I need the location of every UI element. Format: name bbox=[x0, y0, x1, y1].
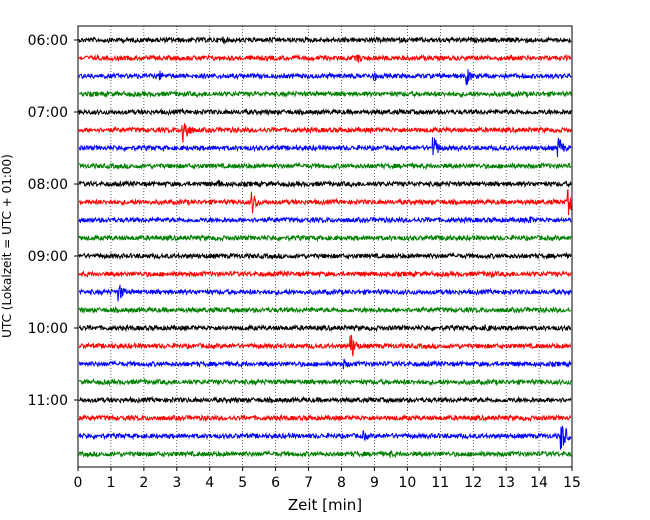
x-tick-label: 5 bbox=[238, 475, 247, 491]
x-axis-label: Zeit [min] bbox=[288, 496, 362, 514]
x-tick-label: 2 bbox=[139, 475, 148, 491]
seismic-trace bbox=[78, 69, 572, 86]
y-tick-label: 08:00 bbox=[28, 177, 68, 193]
seismic-trace bbox=[78, 425, 572, 450]
x-tick-label: 11 bbox=[431, 475, 449, 491]
x-tick-label: 14 bbox=[530, 475, 548, 491]
seismic-trace bbox=[78, 358, 572, 370]
y-tick-label: 11:00 bbox=[28, 393, 68, 409]
seismic-trace bbox=[79, 89, 572, 99]
x-tick-label: 15 bbox=[563, 475, 581, 491]
plot-frame bbox=[77, 25, 573, 468]
seismic-trace bbox=[78, 215, 572, 225]
seismic-trace bbox=[78, 179, 572, 189]
x-tick-label: 1 bbox=[106, 475, 115, 491]
seismic-trace bbox=[78, 161, 572, 171]
y-tick-label: 09:00 bbox=[28, 249, 68, 265]
x-tick-label: 7 bbox=[304, 475, 313, 491]
x-tick-label: 10 bbox=[398, 475, 416, 491]
y-axis-label: UTC (Lokalzeit = UTC + 01:00) bbox=[0, 154, 14, 338]
seismic-trace bbox=[78, 123, 572, 143]
seismic-trace bbox=[78, 251, 572, 261]
y-tick-label: 06:00 bbox=[28, 33, 68, 49]
x-tick-label: 3 bbox=[172, 475, 181, 491]
seismic-trace bbox=[78, 377, 572, 387]
x-tick-label: 0 bbox=[74, 475, 83, 491]
plot-area bbox=[78, 26, 572, 467]
seismic-trace bbox=[78, 189, 572, 216]
seismic-trace bbox=[78, 233, 572, 243]
seismic-trace bbox=[78, 269, 572, 279]
seismic-trace bbox=[78, 323, 572, 333]
seismic-trace bbox=[78, 334, 572, 358]
seismic-trace bbox=[78, 284, 572, 302]
x-tick-label: 13 bbox=[497, 475, 515, 491]
seismic-trace bbox=[78, 395, 572, 405]
seismic-trace bbox=[78, 449, 572, 459]
y-tick-label: 07:00 bbox=[28, 105, 68, 121]
seismic-trace bbox=[78, 53, 572, 63]
x-tick-label: 8 bbox=[337, 475, 346, 491]
x-axis: 0 1 2 3 4 5 6 7 8 9 10 11 12 13 14 15 bbox=[74, 467, 581, 491]
seismic-trace bbox=[78, 305, 572, 315]
seismic-trace bbox=[78, 137, 572, 158]
x-tick-label: 9 bbox=[370, 475, 379, 491]
x-tick-label: 12 bbox=[464, 475, 482, 491]
x-tick-label: 4 bbox=[205, 475, 214, 491]
y-axis: 06:00 07:00 08:00 09:00 10:00 11:00 bbox=[28, 33, 78, 409]
seismic-trace bbox=[78, 107, 572, 117]
seismic-trace bbox=[78, 35, 572, 45]
y-tick-label: 10:00 bbox=[28, 321, 68, 337]
x-tick-label: 6 bbox=[271, 475, 280, 491]
seismic-trace bbox=[78, 413, 572, 423]
